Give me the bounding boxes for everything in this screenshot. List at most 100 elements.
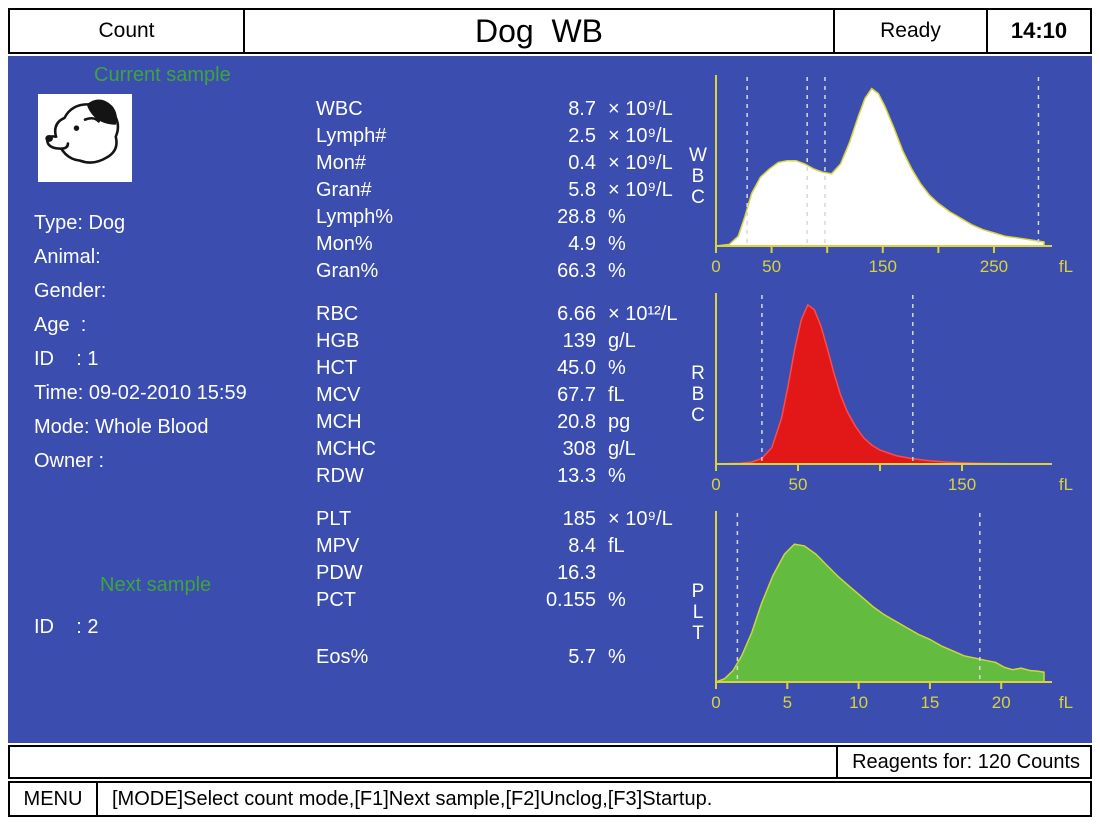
param-label: HCT <box>316 357 358 379</box>
result-row-mch: MCH 20.8 pg <box>316 409 708 436</box>
param-unit: % <box>608 646 626 668</box>
param-value: 8.7 <box>568 98 596 120</box>
param-unit: × 10⁹/L <box>608 98 673 120</box>
svg-text:10: 10 <box>849 693 868 712</box>
param-unit: pg <box>608 411 631 433</box>
svg-text:150: 150 <box>948 475 976 494</box>
svg-text:20: 20 <box>992 693 1011 712</box>
param-unit: × 10⁹/L <box>608 508 673 530</box>
param-unit: × 10¹²/L <box>608 303 678 325</box>
sample-field-0: Type: Dog <box>34 212 126 234</box>
header-bar: Count Dog WB Ready 14:10 <box>8 8 1092 54</box>
param-label: Gran% <box>316 260 379 282</box>
next-sample-id: ID : 2 <box>34 616 99 638</box>
result-group-2: PLT 185 × 10⁹/L MPV 8.4 fL PDW 16.3 PCT 0.155% <box>316 506 708 614</box>
param-value: 0.4 <box>568 152 596 174</box>
param-value: 6.66 <box>557 303 596 325</box>
main-area: Current sample Type: Dog <box>8 56 1092 743</box>
param-unit: × 10⁹/L <box>608 125 673 147</box>
sample-info-panel: Current sample Type: Dog <box>22 64 322 644</box>
plt-histogram-plot: 0 5 10 15 20 fL <box>711 511 1073 712</box>
reagents-bar: Reagents for: 120 Counts <box>8 745 1092 779</box>
param-label: Eos% <box>316 646 369 668</box>
param-value: 2.5 <box>568 125 596 147</box>
svg-text:0: 0 <box>711 693 720 712</box>
param-unit: fL <box>608 384 625 406</box>
param-value: 5.7 <box>568 646 596 668</box>
plt-histogram: P L T 0 5 10 15 20 fL <box>686 506 1086 718</box>
svg-text:0: 0 <box>711 257 720 276</box>
reagents-count: Reagents for: 120 Counts <box>836 747 1090 777</box>
param-value: 185 <box>562 508 596 530</box>
sample-field-5: Time: 09-02-2010 15:59 <box>34 382 247 404</box>
result-row-mcv: MCV 67.7 fL <box>316 382 708 409</box>
sample-fields: Type: Dog Animal: Gender: Age : ID : 1 Time: … <box>34 206 322 478</box>
sample-field-3: Age : <box>34 314 87 336</box>
histograms-panel: W B C 0 50 150 250 fL R B C 0 50 150 fL P L T 0 5 10 15 20 fL <box>686 70 1086 724</box>
param-unit: % <box>608 260 626 282</box>
wbc-histogram: W B C 0 50 150 250 fL <box>686 70 1086 282</box>
sample-field-7: Owner : <box>34 450 105 472</box>
result-row-gran: Gran% 66.3% <box>316 258 708 285</box>
clock: 14:10 <box>1010 18 1068 43</box>
param-unit: % <box>608 206 626 228</box>
param-unit: % <box>608 465 626 487</box>
result-group-1: RBC 6.66 × 10¹²/L HGB 139 g/L HCT 45.0% MCV 67.7 f… <box>316 301 708 490</box>
result-row-plt: PLT 185 × 10⁹/L <box>316 506 708 533</box>
sample-type-title: Dog WB <box>245 10 835 52</box>
result-row-eos: Eos% 5.7% <box>316 644 708 671</box>
param-value: 5.8 <box>568 179 596 201</box>
result-row-rbc: RBC 6.66 × 10¹²/L <box>316 301 708 328</box>
result-row-mpv: MPV 8.4 fL <box>316 533 708 560</box>
result-row-pct: PCT 0.155% <box>316 587 708 614</box>
result-row-hgb: HGB 139 g/L <box>316 328 708 355</box>
param-label: Mon% <box>316 233 373 255</box>
param-label: HGB <box>316 330 360 352</box>
animal-picture <box>38 94 132 182</box>
result-row-mon: Mon% 4.9% <box>316 231 708 258</box>
menu-bar: MENU [MODE]Select count mode,[F1]Next sa… <box>8 781 1092 817</box>
param-label: Lymph% <box>316 206 394 228</box>
svg-text:5: 5 <box>783 693 792 712</box>
param-unit: fL <box>608 535 625 557</box>
result-row-hct: HCT 45.0% <box>316 355 708 382</box>
param-label: PDW <box>316 562 363 584</box>
svg-text:0: 0 <box>711 475 720 494</box>
param-value: 28.8 <box>557 206 596 228</box>
param-unit: % <box>608 589 626 611</box>
result-row-mchc: MCHC 308 g/L <box>316 436 708 463</box>
result-row-lymph: Lymph# 2.5 × 10⁹/L <box>316 123 708 150</box>
param-label: Gran# <box>316 179 372 201</box>
param-label: PLT <box>316 508 352 530</box>
status-indicator: Ready <box>835 10 988 52</box>
sample-field-2: Gender: <box>34 280 107 302</box>
param-value: 67.7 <box>557 384 596 406</box>
sample-field-1: Animal: <box>34 246 101 268</box>
param-value: 13.3 <box>557 465 596 487</box>
param-unit: % <box>608 357 626 379</box>
param-value: 4.9 <box>568 233 596 255</box>
param-value: 308 <box>562 438 596 460</box>
param-label: Mon# <box>316 152 367 174</box>
svg-text:250: 250 <box>980 257 1008 276</box>
param-label: PCT <box>316 589 356 611</box>
param-label: MCHC <box>316 438 376 460</box>
param-unit: × 10⁹/L <box>608 179 673 201</box>
svg-text:50: 50 <box>762 257 781 276</box>
param-value: 66.3 <box>557 260 596 282</box>
param-value: 20.8 <box>557 411 596 433</box>
result-row-wbc: WBC 8.7 × 10⁹/L <box>316 96 708 123</box>
result-row-mon: Mon# 0.4 × 10⁹/L <box>316 150 708 177</box>
param-value: 16.3 <box>557 562 596 584</box>
wbc-histogram-plot: 0 50 150 250 fL <box>711 75 1073 276</box>
param-label: Lymph# <box>316 125 387 147</box>
param-value: 45.0 <box>557 357 596 379</box>
menu-button[interactable]: MENU <box>10 783 98 815</box>
result-row-rdw: RDW 13.3% <box>316 463 708 490</box>
param-value: 0.155 <box>545 589 596 611</box>
results-panel: WBC 8.7 × 10⁹/L Lymph# 2.5 × 10⁹/L Mon# 0.4 × 10… <box>316 96 708 687</box>
reagents-spacer <box>10 747 836 777</box>
result-row-lymph: Lymph% 28.8% <box>316 204 708 231</box>
